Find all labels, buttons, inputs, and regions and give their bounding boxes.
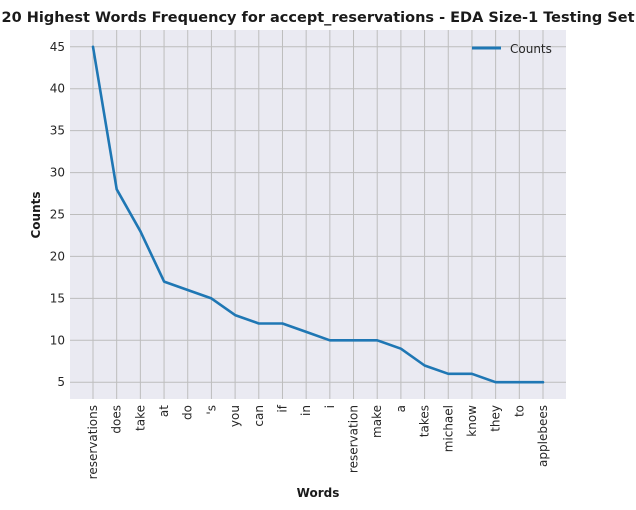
y-tick-label: 30 bbox=[50, 166, 65, 180]
series-layer bbox=[91, 45, 545, 384]
y-tick-label: 20 bbox=[50, 249, 65, 263]
y-tick-label: 40 bbox=[50, 82, 65, 96]
y-axis-label: Counts bbox=[29, 191, 43, 238]
x-tick-label: know bbox=[465, 405, 479, 437]
x-tick-label: applebees bbox=[536, 405, 550, 467]
x-tick-label: does bbox=[110, 405, 124, 434]
x-tick-label: to bbox=[512, 405, 526, 417]
y-tick-label: 35 bbox=[50, 124, 65, 138]
x-tick-label: michael bbox=[441, 405, 455, 452]
gridlines bbox=[70, 30, 566, 399]
series-line bbox=[91, 45, 545, 384]
x-tick-label: i bbox=[323, 405, 337, 408]
y-tick-label: 25 bbox=[50, 208, 65, 222]
x-tick-label: if bbox=[275, 404, 289, 412]
x-axis-label: Words bbox=[297, 486, 340, 500]
x-tick-label: a bbox=[394, 405, 408, 412]
x-tick-label: they bbox=[489, 405, 503, 432]
x-axis: reservations does take at do 's you can if in i res… bbox=[86, 404, 550, 479]
x-tick-label: take bbox=[133, 405, 147, 431]
x-tick-label: takes bbox=[418, 405, 432, 437]
y-tick-label: 5 bbox=[57, 375, 65, 389]
x-tick-label: in bbox=[299, 405, 313, 416]
y-tick-label: 10 bbox=[50, 333, 65, 347]
x-tick-label: reservations bbox=[86, 405, 100, 479]
x-tick-label: reservation bbox=[347, 405, 361, 473]
y-tick-label: 45 bbox=[50, 40, 65, 54]
x-tick-label: at bbox=[157, 405, 171, 417]
chart-title: 20 Highest Words Frequency for accept_re… bbox=[2, 10, 635, 26]
legend-label: Counts bbox=[510, 42, 552, 56]
legend: Counts bbox=[472, 42, 552, 56]
y-axis: 5 10 15 20 25 30 35 40 45 bbox=[50, 40, 65, 389]
x-tick-label: do bbox=[181, 405, 195, 420]
x-tick-label: can bbox=[252, 405, 266, 427]
x-tick-label: make bbox=[370, 405, 384, 438]
x-tick-label: you bbox=[228, 405, 242, 427]
y-tick-label: 15 bbox=[50, 291, 65, 305]
x-tick-label: 's bbox=[204, 405, 218, 415]
